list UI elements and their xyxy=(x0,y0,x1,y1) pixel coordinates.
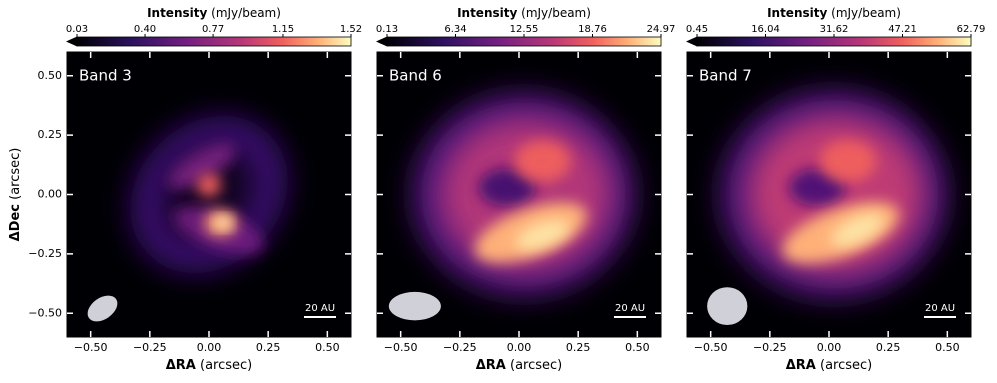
colorbar-tick-label: 24.97 xyxy=(647,24,676,35)
y-tick-label: 0.25 xyxy=(38,128,63,141)
emission xyxy=(819,139,877,183)
x-tick-label: −0.50 xyxy=(694,341,728,354)
y-tick-label: −0.25 xyxy=(28,247,62,260)
x-tick-label: −0.50 xyxy=(384,341,418,354)
x-label-unit: (arcsec) xyxy=(200,358,252,373)
colorbar-tick-label: 31.62 xyxy=(820,24,849,35)
colorbar-tick-label: 16.04 xyxy=(751,24,780,35)
x-tick-label: −0.25 xyxy=(443,341,477,354)
colorbar xyxy=(76,36,352,47)
x-tick-label: 0.00 xyxy=(817,341,842,354)
colorbar-extend xyxy=(376,36,388,47)
image xyxy=(67,52,351,337)
x-tick-label: 0.25 xyxy=(566,341,591,354)
emission xyxy=(514,139,572,183)
colorbar-title: Intensity xyxy=(147,6,207,20)
panel: Band 6 20 AU −0.50 −0.25 0.00 0.25 0.50 ΔRA (ar… xyxy=(376,6,675,373)
image xyxy=(687,52,971,337)
x-label-symbol: ΔRA xyxy=(476,358,506,373)
beam xyxy=(87,295,118,322)
colorbar-unit: (mJy/beam) xyxy=(831,6,901,20)
beam xyxy=(707,287,748,326)
y-tick-label: 0.50 xyxy=(38,69,63,82)
colorbar-tick-label: 0.03 xyxy=(66,24,88,35)
colorbar-title: Intensity xyxy=(767,6,827,20)
emission xyxy=(168,143,236,189)
x-label-unit: (arcsec) xyxy=(820,358,872,373)
colorbar-unit: (mJy/beam) xyxy=(521,6,591,20)
panel: Band 7 20 AU −0.50 −0.25 0.00 0.25 0.50 ΔRA (ar… xyxy=(686,6,985,373)
y-tick-label: 0.00 xyxy=(38,188,63,201)
x-label-symbol: ΔRA xyxy=(166,358,196,373)
colorbar-tick-label: 0.77 xyxy=(202,24,224,35)
x-label-unit: (arcsec) xyxy=(510,358,562,373)
x-label-symbol: ΔRA xyxy=(786,358,816,373)
colorbar-tick-label: 12.55 xyxy=(510,24,539,35)
x-tick-label: 0.25 xyxy=(256,341,281,354)
scalebar-label: 20 AU xyxy=(615,303,645,314)
colorbar-tick-label: 6.34 xyxy=(444,24,466,35)
colorbar-extend xyxy=(66,36,78,47)
colorbar-tick-label: 1.52 xyxy=(340,24,362,35)
y-tick-label: −0.50 xyxy=(28,306,62,319)
colorbar xyxy=(386,36,662,47)
x-tick-label: −0.25 xyxy=(753,341,787,354)
x-axis-label: ΔRA (arcsec) xyxy=(476,358,563,373)
colorbar-label: Intensity (mJy/beam) xyxy=(767,6,901,20)
x-tick-label: 0.00 xyxy=(507,341,532,354)
x-tick-label: 0.50 xyxy=(625,341,650,354)
colorbar-extend xyxy=(686,36,698,47)
x-tick-label: 0.00 xyxy=(197,341,222,354)
colorbar-tick-label: 0.45 xyxy=(686,24,708,35)
colorbar-tick-label: 0.40 xyxy=(134,24,156,35)
panel-title: Band 7 xyxy=(699,67,752,85)
emission xyxy=(515,220,570,250)
scalebar-label: 20 AU xyxy=(305,303,335,314)
emission xyxy=(478,168,536,207)
panel-title: Band 3 xyxy=(79,67,132,85)
panel-title: Band 6 xyxy=(389,67,442,85)
colorbar-tick-label: 1.15 xyxy=(272,24,294,35)
colorbar-tick-label: 62.79 xyxy=(957,24,986,35)
x-tick-label: 0.50 xyxy=(935,341,960,354)
panel: Band 3 20 AU −0.50 −0.25 0.00 0.25 0.50 −0.50 −0… xyxy=(8,6,363,373)
y-label-symbol: ΔDec xyxy=(8,204,23,241)
x-tick-label: −0.50 xyxy=(74,341,108,354)
x-tick-label: −0.25 xyxy=(133,341,167,354)
x-axis-label: ΔRA (arcsec) xyxy=(786,358,873,373)
colorbar-tick-label: 0.13 xyxy=(376,24,398,35)
y-axis-label: ΔDec (arcsec) xyxy=(8,148,23,242)
colorbar-tick-label: 47.21 xyxy=(888,24,917,35)
scalebar-label: 20 AU xyxy=(925,303,955,314)
x-tick-label: 0.25 xyxy=(876,341,901,354)
colorbar-label: Intensity (mJy/beam) xyxy=(147,6,281,20)
emission xyxy=(197,173,221,197)
image xyxy=(377,52,661,337)
colorbar-tick-label: 18.76 xyxy=(578,24,607,35)
colorbar xyxy=(696,36,972,47)
y-label-unit: (arcsec) xyxy=(8,148,23,200)
colorbar-label: Intensity (mJy/beam) xyxy=(457,6,591,20)
x-axis-label: ΔRA (arcsec) xyxy=(166,358,253,373)
x-tick-label: 0.50 xyxy=(315,341,340,354)
colorbar-title: Intensity xyxy=(457,6,517,20)
beam xyxy=(388,291,441,321)
emission xyxy=(216,217,231,229)
emission xyxy=(831,214,884,247)
colorbar-unit: (mJy/beam) xyxy=(211,6,281,20)
